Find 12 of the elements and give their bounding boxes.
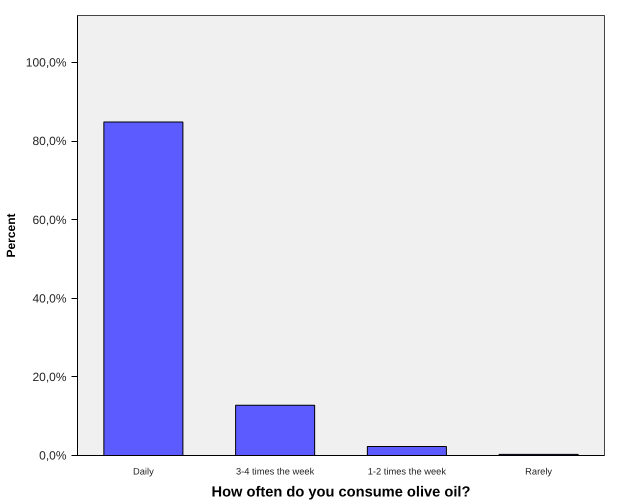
y-tick-label: 40,0% (32, 291, 67, 306)
x-tick-label: Daily (133, 466, 154, 476)
x-axis-title: How often do you consume olive oil? (212, 484, 471, 500)
x-tick-label: Rarely (525, 466, 552, 476)
y-tick-label: 0,0% (39, 448, 67, 462)
x-tick-label: 3-4 times the week (236, 466, 315, 476)
y-tick-label: 20,0% (32, 370, 67, 384)
y-tick-label: 80,0% (32, 134, 67, 148)
y-tick-label: 100,0% (26, 56, 67, 70)
y-tick-label: 60,0% (32, 212, 67, 227)
y-axis-title: Percent (4, 213, 18, 258)
x-tick-label: 1-2 times the week (368, 466, 446, 476)
